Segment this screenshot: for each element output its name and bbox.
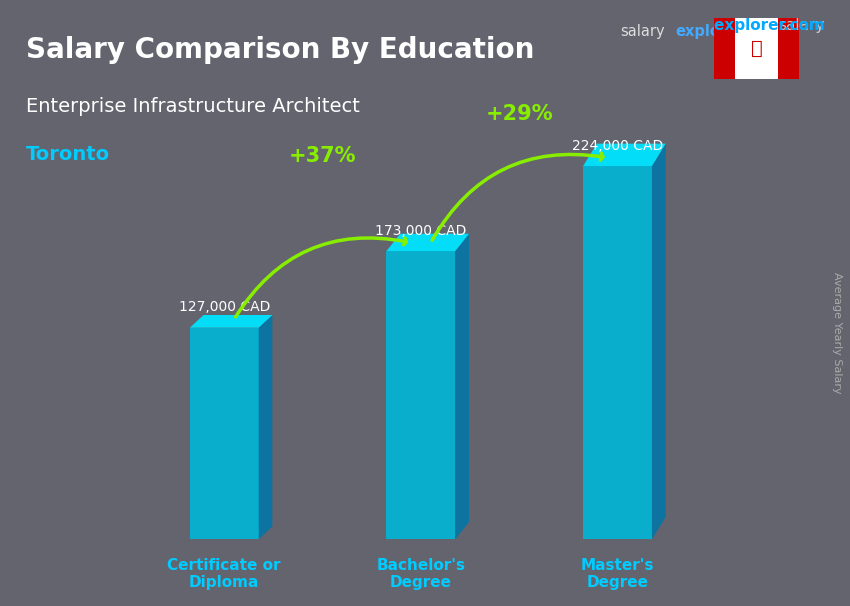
Text: 173,000 CAD: 173,000 CAD <box>375 224 467 238</box>
Polygon shape <box>456 234 469 539</box>
Polygon shape <box>583 166 652 539</box>
Polygon shape <box>258 315 272 539</box>
Text: salary: salary <box>620 24 665 39</box>
Polygon shape <box>387 234 469 251</box>
Text: Toronto: Toronto <box>26 145 110 164</box>
Text: Enterprise Infrastructure Architect: Enterprise Infrastructure Architect <box>26 97 360 116</box>
Text: +37%: +37% <box>289 146 356 166</box>
Text: salary: salary <box>778 18 824 33</box>
Text: Average Yearly Salary: Average Yearly Salary <box>832 273 842 394</box>
Text: 127,000 CAD: 127,000 CAD <box>178 301 270 315</box>
Text: explorer.com: explorer.com <box>676 24 783 39</box>
Text: Salary Comparison By Education: Salary Comparison By Education <box>26 36 534 64</box>
Bar <box>735 18 778 79</box>
Polygon shape <box>190 315 272 328</box>
Polygon shape <box>583 144 666 166</box>
Text: +29%: +29% <box>485 104 553 124</box>
Bar <box>778 18 799 79</box>
Text: 🍁: 🍁 <box>751 39 762 58</box>
Text: 224,000 CAD: 224,000 CAD <box>572 139 663 153</box>
Bar <box>714 18 735 79</box>
Polygon shape <box>652 144 666 539</box>
Polygon shape <box>387 251 456 539</box>
Text: explorer.com: explorer.com <box>672 18 824 33</box>
Polygon shape <box>190 328 258 539</box>
